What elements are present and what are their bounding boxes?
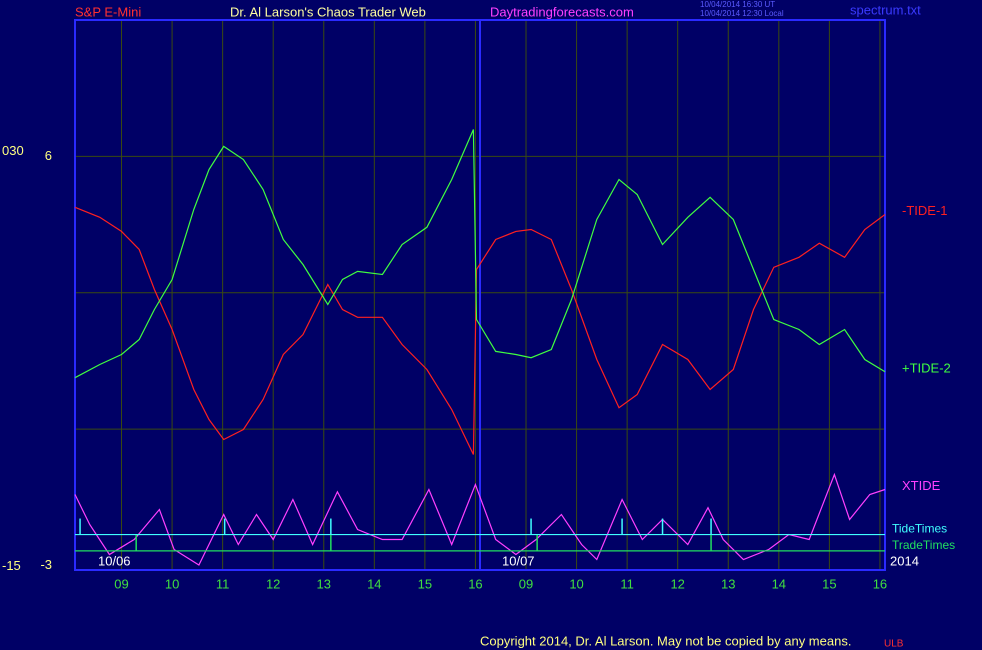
series-line: [74, 206, 886, 455]
x-tick-label: 13: [721, 576, 735, 591]
timestamp: 10/04/2014 16:30 UT: [700, 0, 775, 9]
x-tick-label: 09: [114, 576, 128, 591]
legend-label: -TIDE-1: [902, 203, 948, 218]
x-tick-label: 12: [266, 576, 280, 591]
x-tick-label: 16: [873, 576, 887, 591]
x-tick-label: 10: [165, 576, 179, 591]
file-label: spectrum.txt: [850, 2, 921, 17]
date-label: 10/07: [502, 553, 535, 568]
x-tick-label: 11: [620, 576, 634, 591]
y-tick-label: -3: [40, 557, 52, 572]
y-tick-label: 6: [45, 148, 52, 163]
date-label: 10/06: [98, 553, 131, 568]
x-tick-label: 12: [670, 576, 684, 591]
plot-frame: [74, 19, 886, 571]
x-tick-label: 16: [468, 576, 482, 591]
y2-tick-label: 030: [2, 143, 24, 158]
series-line: [74, 472, 886, 566]
y2-tick-label: -15: [2, 558, 21, 573]
x-tick-label: 09: [519, 576, 533, 591]
legend-label: +TIDE-2: [902, 360, 951, 375]
timestamp: 10/04/2014 12:30 Local: [700, 9, 784, 18]
x-tick-label: 15: [822, 576, 836, 591]
legend-label: TideTimes: [892, 522, 947, 536]
x-tick-label: 15: [418, 576, 432, 591]
date-label: 2014: [890, 553, 919, 568]
instrument: S&P E-Mini: [75, 4, 141, 19]
x-tick-label: 14: [367, 576, 381, 591]
legend-label: TradeTimes: [892, 538, 955, 552]
chart-title: Dr. Al Larson's Chaos Trader Web: [230, 4, 426, 19]
website: Daytradingforecasts.com: [490, 4, 634, 19]
copyright: Copyright 2014, Dr. Al Larson. May not b…: [480, 633, 851, 648]
series-line: [74, 129, 886, 379]
x-tick-label: 11: [216, 576, 230, 591]
x-tick-label: 10: [569, 576, 583, 591]
x-tick-label: 13: [317, 576, 331, 591]
legend-label: XTIDE: [902, 478, 941, 493]
x-tick-label: 14: [772, 576, 786, 591]
mark: ULB: [884, 639, 904, 650]
